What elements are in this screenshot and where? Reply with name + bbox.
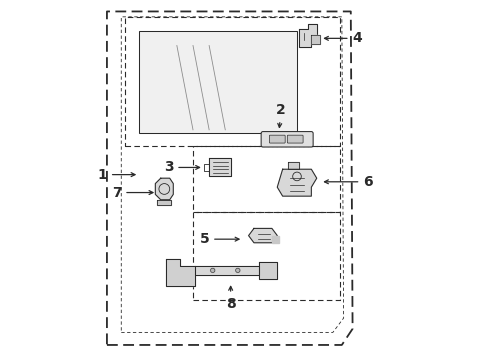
Text: 1: 1: [97, 168, 135, 182]
Polygon shape: [195, 266, 259, 275]
Polygon shape: [209, 158, 231, 176]
Polygon shape: [166, 259, 195, 286]
FancyBboxPatch shape: [261, 132, 313, 147]
Polygon shape: [248, 228, 277, 243]
Text: 5: 5: [199, 232, 239, 246]
FancyBboxPatch shape: [287, 135, 303, 143]
Circle shape: [211, 268, 215, 273]
Text: 2: 2: [276, 103, 286, 127]
Polygon shape: [311, 35, 320, 44]
Polygon shape: [157, 200, 171, 205]
Text: 8: 8: [226, 287, 236, 311]
FancyBboxPatch shape: [270, 135, 285, 143]
Bar: [139, 31, 297, 134]
Polygon shape: [259, 262, 277, 279]
Polygon shape: [299, 24, 317, 47]
Text: 3: 3: [164, 161, 199, 175]
Text: 7: 7: [112, 185, 153, 199]
Polygon shape: [288, 162, 299, 169]
Text: 6: 6: [324, 175, 373, 189]
Polygon shape: [272, 235, 279, 243]
Polygon shape: [277, 169, 317, 196]
Circle shape: [236, 268, 240, 273]
Polygon shape: [155, 178, 173, 200]
Text: 4: 4: [324, 31, 362, 45]
